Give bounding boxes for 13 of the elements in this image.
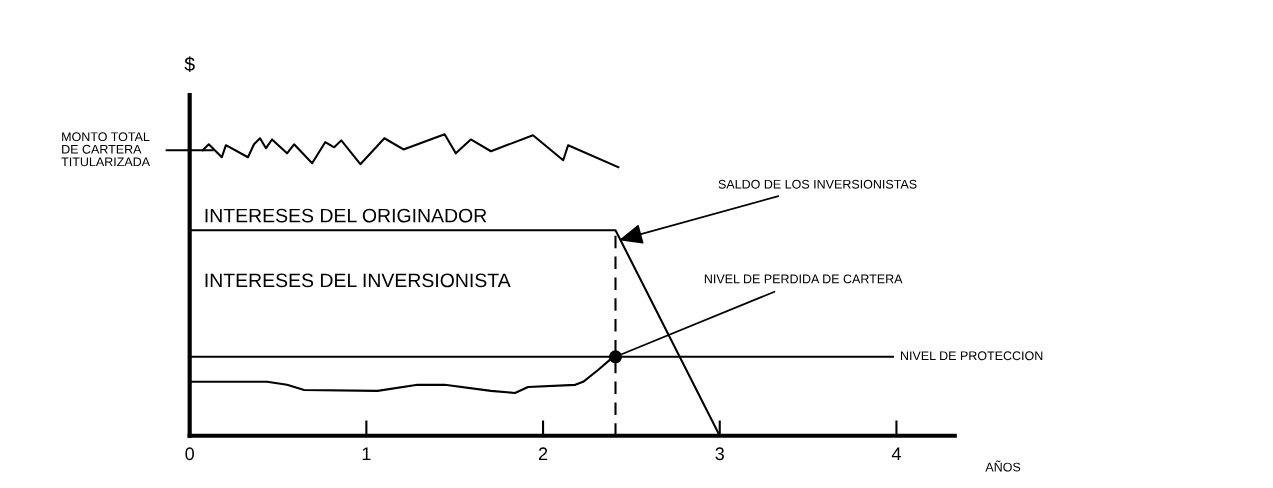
y-axis-title: $	[184, 56, 195, 73]
x-tick-label: 0	[185, 447, 194, 461]
annotation: NIVEL DE PERDIDA DE CARTERA	[704, 274, 903, 284]
x-tick-label: 4	[891, 447, 901, 460]
annotation: INTERESES DEL ORIGINADOR	[205, 208, 487, 223]
x-tick-label: 2	[538, 447, 548, 460]
x-tick-label: 3	[715, 447, 724, 461]
x-tick-label: 1	[362, 447, 371, 460]
annotation: SALDO DE LOS INVERSIONISTAS	[718, 179, 917, 189]
x-axis-title: AÑOS	[985, 460, 1021, 472]
annotation: NIVEL DE PROTECCION	[901, 351, 1043, 361]
text: MONTO TOTAL DE CARTERA TITULARIZADA	[61, 132, 151, 167]
annotation: INTERESES DEL INVERSIONISTA	[205, 273, 511, 288]
